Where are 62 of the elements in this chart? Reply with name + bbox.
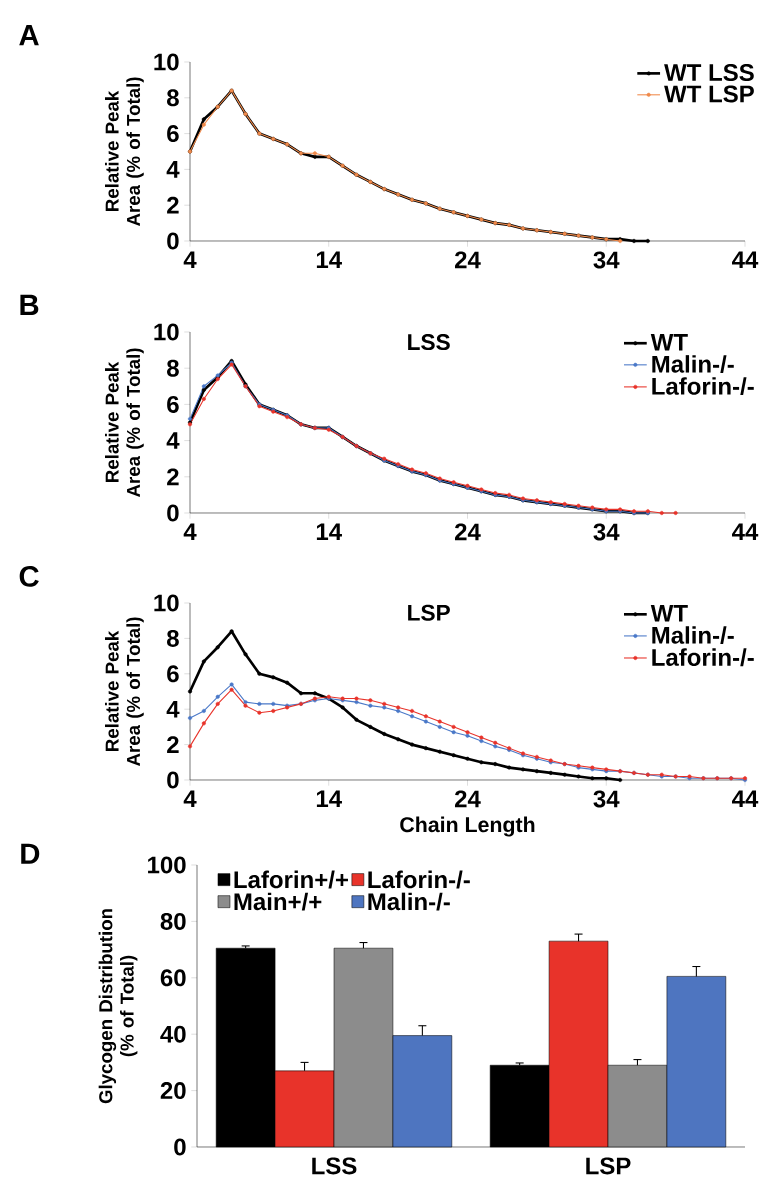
legend-label: Laforin-/- [652,648,754,667]
legend-label: WT [650,333,688,351]
y-tick-label: 4 [166,161,180,178]
legend-label: WT LSP [664,85,754,103]
y-tick-label: 6 [167,665,179,683]
chart-title: LSS [408,334,450,351]
y-tick-label: 4 [166,432,180,449]
y-axis-title: Relative Peak Area (% of Total) [105,348,144,498]
x-tick-label: 34 [593,790,620,808]
y-tick-label: 8 [167,89,179,107]
x-tick-label: 44 [732,523,759,540]
x-tick-label: 34 [593,523,620,541]
legend-label: Laforin-/- [652,377,754,396]
y-tick-label: 10 [154,323,179,341]
y-tick-label: 60 [160,969,186,987]
legend-label: Malin-/- [652,355,734,374]
x-tick-label: 4 [183,523,197,540]
x-tick-label: 24 [454,523,481,541]
x-tick-label: 24 [454,790,481,808]
y-tick-label: 0 [167,504,179,522]
y-tick-label: 2 [167,196,179,214]
text: A [19,25,39,46]
y-tick-label: 6 [167,395,179,413]
x-axis-title: Chain Length [400,816,535,837]
legend-label: Main+/+ [234,892,322,911]
y-axis-title: Relative Peak Area (% of Total) [105,617,144,767]
y-axis-title: Glycogen Distribution (% of Total) [98,909,138,1104]
x-tick-label: 44 [732,790,759,807]
y-tick-label: 80 [160,912,186,930]
text: D [21,843,40,864]
text: C [19,566,39,587]
y-tick-label: 10 [154,594,179,612]
x-tick-label: 44 [732,251,759,268]
y-tick-label: 0 [167,771,179,789]
y-tick-label: 4 [166,700,180,718]
x-tick-label: 4 [183,790,197,807]
y-tick-label: 8 [167,629,179,647]
legend-label: Malin-/- [368,892,450,911]
x-tick-label: 14 [316,523,342,540]
y-tick-label: 6 [167,125,179,143]
y-axis-title: Relative Peak Area (% of Total) [105,77,144,227]
y-tick-label: 10 [154,53,179,71]
y-tick-label: 100 [148,856,186,874]
y-tick-label: 40 [160,1025,186,1043]
text: B [20,294,39,315]
x-tick-label: 34 [593,251,620,269]
y-tick-label: 0 [167,232,179,250]
y-tick-label: 2 [167,736,179,753]
legend-label: Laforin+/+ [234,870,348,889]
x-tick-label: 14 [316,251,342,268]
x-tick-label: 4 [183,251,197,268]
y-tick-label: 0 [174,1138,186,1156]
chart-title: LSP [408,604,450,621]
y-tick-label: 8 [167,359,179,377]
x-tick-label: 14 [316,790,342,807]
legend-label: WT LSS [664,63,754,81]
legend-label: WT [650,605,688,622]
y-tick-label: 2 [167,468,179,486]
y-tick-label: 20 [160,1082,186,1100]
legend-label: Malin-/- [652,626,734,645]
x-tick-label: 24 [454,251,481,269]
legend-label: Laforin-/- [368,870,470,889]
